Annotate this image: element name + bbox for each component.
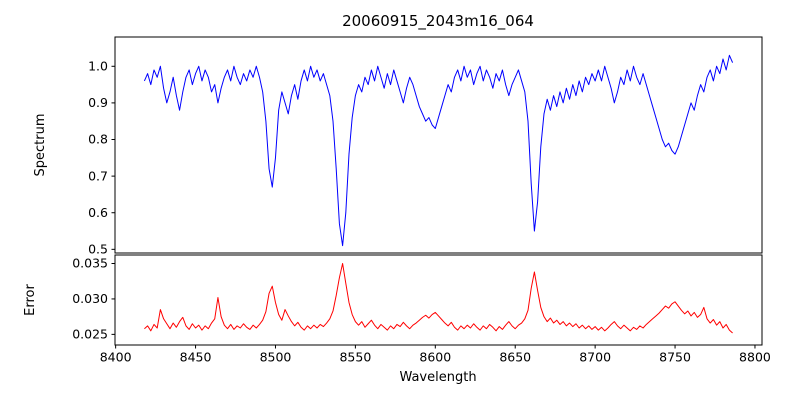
y-tick-label: 0.7 [88, 168, 108, 183]
y-tick-label: 1.0 [88, 58, 108, 73]
x-tick-label: 8700 [579, 350, 611, 365]
y-tick-label: 0.5 [88, 242, 108, 257]
y-tick-label: 0.025 [72, 327, 108, 342]
y-tick-label: 0.9 [88, 95, 108, 110]
x-tick-label: 8400 [100, 350, 132, 365]
spectrum-panel: 1.0 0.9 0.8 0.7 0.6 0.5 [88, 36, 763, 257]
error-y-axis-label: Error [23, 284, 38, 316]
spectrum-line [143, 54, 734, 247]
x-tick-label: 8650 [499, 350, 531, 365]
chart-title: 20060915_2043m16_064 [342, 12, 534, 31]
x-tick-label: 8750 [659, 350, 691, 365]
y-tick-label: 0.6 [88, 205, 108, 220]
spectrum-y-axis-label: Spectrum [33, 114, 48, 177]
y-tick-label: 0.8 [88, 132, 108, 147]
x-tick-label: 8800 [739, 350, 771, 365]
axes-frame [114, 36, 763, 254]
error-line [144, 263, 733, 334]
y-tick-label: 0.035 [72, 256, 108, 271]
error-panel: 0.035 0.030 0.025 8400 8450 8500 8550 8600 8650 8… [72, 254, 771, 365]
y-tick-label: 0.030 [72, 291, 108, 306]
axes-frame [114, 254, 763, 346]
x-tick-label: 8450 [180, 350, 212, 365]
x-tick-label: 8600 [419, 350, 451, 365]
x-tick-label: 8500 [260, 350, 292, 365]
x-axis-label: Wavelength [399, 370, 476, 385]
x-tick-label: 8550 [339, 350, 371, 365]
